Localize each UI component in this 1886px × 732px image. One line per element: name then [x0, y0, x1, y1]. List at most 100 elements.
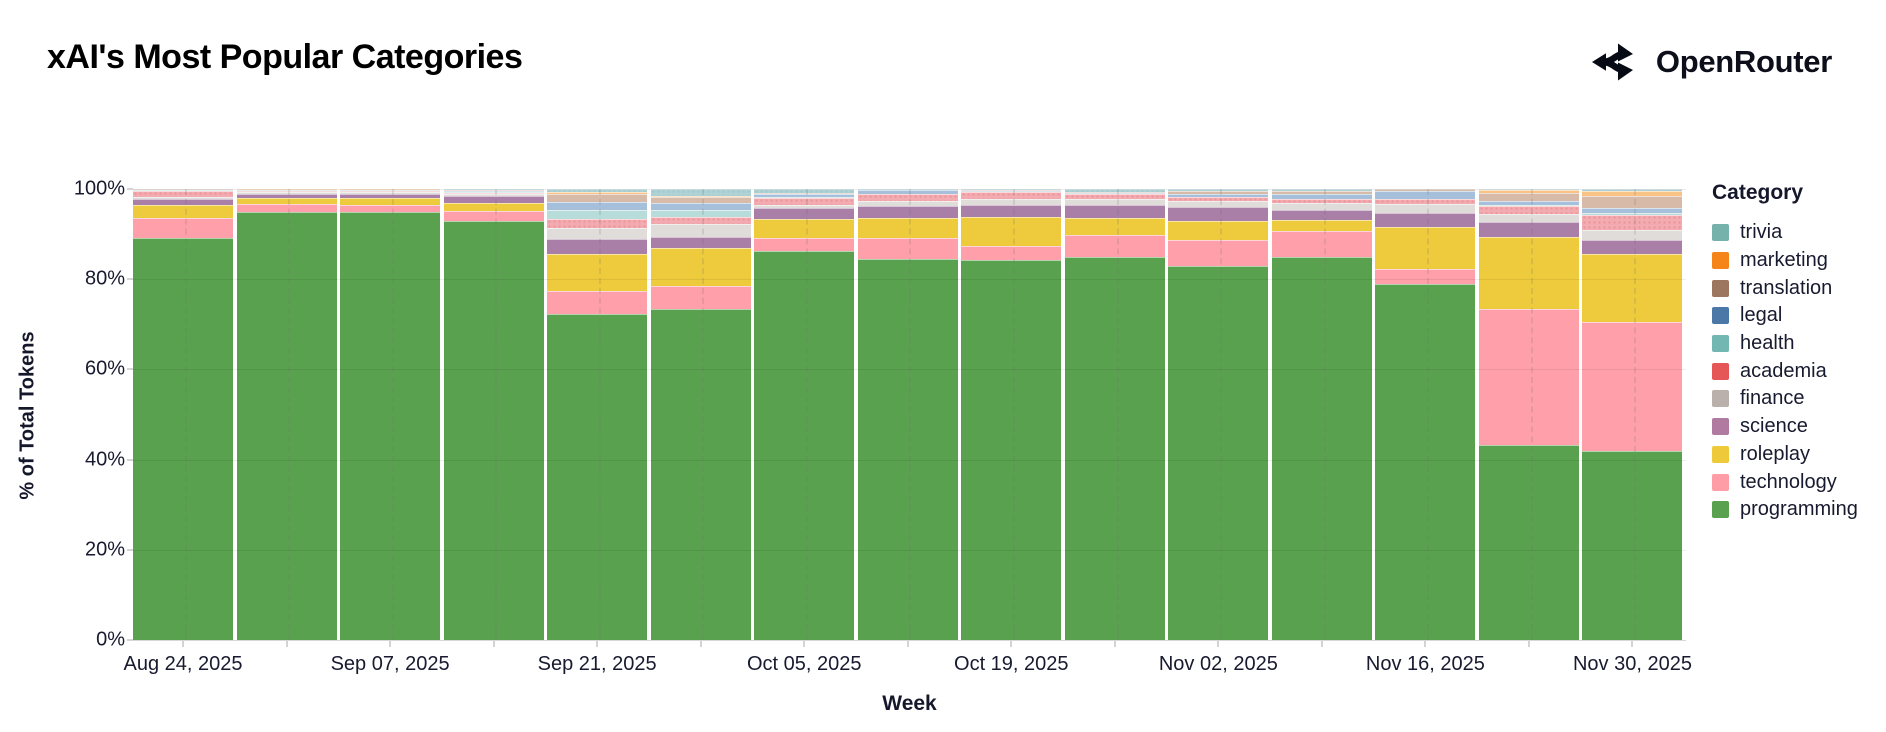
- bar-segment-translation[interactable]: [754, 192, 855, 195]
- bar-segment-roleplay[interactable]: [236, 198, 337, 205]
- bar-segment-science[interactable]: [547, 238, 648, 254]
- bar-segment-legal[interactable]: [1478, 200, 1579, 206]
- bar-segment-academia[interactable]: [1375, 198, 1476, 205]
- openrouter-logo[interactable]: OpenRouter: [1591, 36, 1832, 88]
- bar-segment-translation[interactable]: [1168, 191, 1269, 194]
- bar-segment-health[interactable]: [547, 210, 648, 220]
- bar-segment-academia[interactable]: [754, 197, 855, 205]
- bar-segment-programming[interactable]: [1064, 257, 1165, 640]
- bar-segment-programming[interactable]: [1478, 445, 1579, 640]
- bar-segment-health[interactable]: [1271, 198, 1372, 200]
- bar-segment-academia[interactable]: [961, 192, 1062, 200]
- bar-segment-legal[interactable]: [1168, 193, 1269, 197]
- legend-item-marketing[interactable]: marketing: [1712, 247, 1858, 275]
- bar-segment-roleplay[interactable]: [547, 253, 648, 292]
- bar-segment-science[interactable]: [857, 205, 958, 218]
- bar-segment-science[interactable]: [650, 236, 751, 248]
- bar-segment-finance[interactable]: [1271, 202, 1372, 211]
- bar-segment-roleplay[interactable]: [443, 202, 544, 211]
- stacked-bar-oct-26-2025[interactable]: [1064, 189, 1165, 640]
- bar-segment-finance[interactable]: [650, 224, 751, 237]
- bar-segment-finance[interactable]: [754, 204, 855, 209]
- bar-segment-finance[interactable]: [1478, 213, 1579, 222]
- stacked-bar-nov-23-2025[interactable]: [1478, 189, 1579, 640]
- stacked-bar-oct-19-2025[interactable]: [961, 189, 1062, 640]
- bar-segment-academia[interactable]: [1271, 199, 1372, 203]
- bar-segment-programming[interactable]: [547, 313, 648, 640]
- bar-segment-science[interactable]: [1582, 240, 1683, 255]
- bar-segment-finance[interactable]: [133, 197, 234, 200]
- bar-segment-legal[interactable]: [1271, 194, 1372, 199]
- bar-segment-roleplay[interactable]: [1064, 218, 1165, 236]
- bar-segment-marketing[interactable]: [1478, 189, 1579, 193]
- bar-segment-roleplay[interactable]: [754, 218, 855, 239]
- bar-segment-legal[interactable]: [1375, 190, 1476, 199]
- bar-segment-academia[interactable]: [1478, 206, 1579, 214]
- bar-segment-science[interactable]: [961, 204, 1062, 218]
- bar-segment-trivia[interactable]: [650, 189, 751, 196]
- bar-segment-finance[interactable]: [443, 194, 544, 196]
- bar-segment-translation[interactable]: [650, 197, 751, 204]
- bar-segment-technology[interactable]: [443, 210, 544, 222]
- bar-segment-trivia[interactable]: [443, 189, 544, 190]
- bar-segment-finance[interactable]: [1375, 204, 1476, 214]
- bar-segment-technology[interactable]: [1064, 235, 1165, 258]
- legend-item-programming[interactable]: programming: [1712, 496, 1858, 524]
- bar-segment-academia[interactable]: [1582, 215, 1683, 231]
- bar-segment-academia[interactable]: [1064, 194, 1165, 199]
- bar-segment-health[interactable]: [650, 209, 751, 218]
- stacked-bar-sep-28-2025[interactable]: [650, 189, 751, 640]
- bar-segment-academia[interactable]: [1168, 197, 1269, 202]
- bar-segment-technology[interactable]: [961, 245, 1062, 260]
- stacked-bar-oct-12-2025[interactable]: [857, 189, 958, 640]
- bar-segment-academia[interactable]: [236, 190, 337, 193]
- bar-segment-legal[interactable]: [1064, 192, 1165, 194]
- bar-segment-legal[interactable]: [1582, 207, 1683, 214]
- bar-segment-trivia[interactable]: [754, 189, 855, 193]
- bar-segment-translation[interactable]: [1478, 192, 1579, 201]
- bar-segment-programming[interactable]: [1168, 265, 1269, 640]
- stacked-bar-nov-16-2025[interactable]: [1375, 189, 1476, 640]
- stacked-bar-sep-14-2025[interactable]: [443, 189, 544, 640]
- bar-segment-legal[interactable]: [650, 203, 751, 210]
- legend-item-health[interactable]: health: [1712, 330, 1858, 358]
- bar-segment-finance[interactable]: [1582, 230, 1683, 240]
- bar-segment-finance[interactable]: [340, 192, 441, 194]
- bar-segment-programming[interactable]: [1375, 283, 1476, 640]
- bar-segment-roleplay[interactable]: [1582, 254, 1683, 323]
- bar-segment-academia[interactable]: [547, 219, 648, 228]
- bar-segment-roleplay[interactable]: [1168, 221, 1269, 241]
- bar-segment-technology[interactable]: [236, 204, 337, 213]
- stacked-bar-oct-05-2025[interactable]: [754, 189, 855, 640]
- bar-segment-academia[interactable]: [857, 194, 958, 202]
- bar-segment-roleplay[interactable]: [133, 204, 234, 219]
- bar-segment-finance[interactable]: [1168, 201, 1269, 207]
- bar-segment-programming[interactable]: [133, 237, 234, 640]
- bar-segment-science[interactable]: [236, 193, 337, 199]
- bar-segment-legal[interactable]: [547, 202, 648, 211]
- bar-segment-science[interactable]: [443, 195, 544, 203]
- bar-segment-technology[interactable]: [754, 238, 855, 251]
- bar-segment-science[interactable]: [1478, 221, 1579, 238]
- bar-segment-science[interactable]: [1168, 206, 1269, 222]
- bar-segment-technology[interactable]: [1375, 269, 1476, 284]
- stacked-bar-aug-24-2025[interactable]: [133, 189, 234, 640]
- bar-segment-technology[interactable]: [340, 204, 441, 212]
- bar-segment-health[interactable]: [133, 190, 234, 191]
- bar-segment-science[interactable]: [133, 199, 234, 205]
- bar-segment-finance[interactable]: [961, 199, 1062, 205]
- bar-segment-science[interactable]: [340, 193, 441, 198]
- legend-item-roleplay[interactable]: roleplay: [1712, 441, 1858, 469]
- bar-segment-translation[interactable]: [443, 190, 544, 191]
- bar-segment-translation[interactable]: [1271, 191, 1372, 195]
- bar-segment-technology[interactable]: [1168, 240, 1269, 266]
- bar-segment-roleplay[interactable]: [961, 217, 1062, 246]
- bar-segment-marketing[interactable]: [650, 195, 751, 198]
- bar-segment-marketing[interactable]: [1582, 190, 1683, 197]
- bar-segment-programming[interactable]: [236, 212, 337, 640]
- legend-item-science[interactable]: science: [1712, 413, 1858, 441]
- bar-segment-academia[interactable]: [340, 190, 441, 193]
- bar-segment-technology[interactable]: [1271, 231, 1372, 258]
- bar-segment-technology[interactable]: [547, 291, 648, 314]
- bar-segment-finance[interactable]: [1064, 198, 1165, 205]
